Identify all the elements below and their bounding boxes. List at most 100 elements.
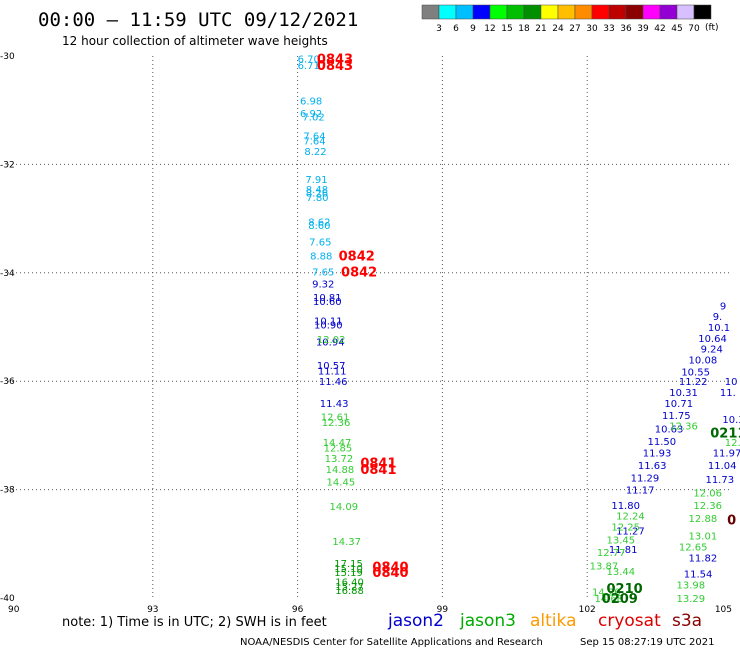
swh-value-label: 11.22 [679,377,708,388]
chart-subtitle: 12 hour collection of altimeter wave hei… [62,34,328,48]
swh-value-label: 12.61 [321,412,350,423]
axis-ticks: 90 93 96 99 102 105 -30 -32 -34 -36 -38 -40 [0,52,732,615]
swh-value-label: 13.29 [676,594,705,605]
color-scale-label: 45 [671,24,682,34]
swh-value-label: 14.45 [327,477,356,488]
color-scale-swatch [591,4,610,20]
swh-value-label: 14.68 [594,594,623,605]
legend-entry-jason3: jason3 [459,611,516,631]
swh-value-label: 10.63 [655,424,684,435]
legend-entry-cryosat: cryosat [598,611,661,631]
swh-value-label: 10.90 [314,320,343,331]
y-tick-label: -34 [0,269,15,279]
swh-value-label: 17.15 [334,559,363,570]
swh-value-label: 10.94 [316,338,345,349]
color-scale-label: 70 [688,24,700,34]
color-scale-label: 39 [637,24,649,34]
swh-value-label: 10.55 [681,367,710,378]
swh-value-label: 11.50 [648,437,677,448]
swh-value-label: 12.25 [611,522,640,533]
color-scale-label: 12 [484,24,495,34]
color-scale-label: 15 [501,24,512,34]
swh-value-label: 15.19 [334,568,363,579]
color-scale-label: 18 [518,24,530,34]
x-tick-label: 99 [437,605,449,615]
swh-value-label: 9.32 [312,280,334,291]
pass-time-label: 0842 [341,266,377,281]
swh-value-label: 10.31 [669,388,698,399]
swh-value-label: 7.91 [305,175,327,186]
swh-value-label: 13.98 [676,580,705,591]
pass-time-label: 0840 [372,566,408,581]
swh-value-label: 12.88 [689,514,718,525]
swh-value-label: 13.45 [607,535,636,546]
color-scale-swatch [472,4,491,20]
swh-value-label: 9.24 [701,345,723,356]
color-scale-swatch [625,4,644,20]
swh-value-label: 6.70 [298,55,320,66]
legend-entry-s3a: s3a [672,611,702,631]
swh-value-label: 10.64 [698,334,727,345]
swh-value-label: 12.02 [725,438,740,449]
pass-time-label: 0209 [602,592,638,607]
color-scale-swatch [693,4,712,20]
swh-value-label: 11.17 [626,486,655,497]
y-tick-label: -30 [0,52,15,62]
swh-value-label: 7.64 [303,137,325,148]
swh-value-label: 10.71 [664,399,693,410]
swh-value-label: 14.37 [332,537,361,548]
color-scale-swatch [540,4,559,20]
swh-value-label: 10.3 [722,415,740,426]
pass-time-label: 0841 [360,463,396,478]
pass-time-label: 0842 [339,249,375,264]
color-scale-label: 9 [470,24,476,34]
swh-value-label: 16.88 [335,586,364,597]
color-scale-swatch [489,4,508,20]
swh-value-label: 8.48 [306,185,328,196]
color-scale-bar: 3 6 9 12 15 18 21 24 27 30 33 36 39 42 45 70 [421,4,712,34]
color-scale-swatch [659,4,678,20]
footer-note: note: 1) Time is in UTC; 2) SWH is in fe… [62,615,327,630]
swh-value-label: 12.02 [317,335,346,346]
color-scale-swatch [523,4,542,20]
swh-value-label: 11.93 [643,449,672,460]
color-scale-swatch [455,4,474,20]
swh-value-label: 11.54 [684,570,713,581]
x-tick-label: 105 [715,605,732,615]
color-scale-swatch [608,4,627,20]
swh-value-label: 14.09 [329,502,358,513]
color-scale-swatch [574,4,593,20]
swh-value-label: 7.80 [306,193,328,204]
swh-value-label: 14.47 [323,438,352,449]
swh-value-label: 12.85 [324,443,353,454]
swh-value-label: 6.71 [298,61,320,72]
y-tick-label: -38 [0,486,15,496]
swh-value-label: 10.1 [708,323,730,334]
swh-value-label: 10.57 [317,361,346,372]
color-scale-label: 30 [586,24,598,34]
swh-value-label: 12.24 [616,512,645,523]
swh-value-label: 12.36 [669,422,698,433]
color-scale-unit: (ft) [705,23,719,33]
pass-time-label: 0 [727,513,736,528]
credit-text: NOAA/NESDIS Center for Satellite Applica… [240,637,543,648]
swh-value-label: 7.65 [309,237,331,248]
color-scale-label: 24 [552,24,564,34]
swh-value-label: 12.65 [679,543,708,554]
pass-time-label: 0843 [317,53,353,68]
color-scale-label: 3 [436,24,442,34]
swh-value-label: 15.27 [335,582,364,593]
color-scale-swatch [421,4,440,20]
swh-value-label: 11.75 [662,411,691,422]
x-tick-label: 90 [8,605,20,615]
swh-value-label: 7.64 [303,132,325,143]
swh-value-label: 11.81 [609,545,638,556]
swh-value-label: 6.92 [300,109,322,120]
swh-value-label: 6.98 [300,96,322,107]
swh-value-label: 12.36 [322,418,351,429]
swh-value-label: 11.82 [689,553,718,564]
swh-value-label: 13.01 [689,532,718,543]
swh-value-label: 11.80 [611,501,640,512]
